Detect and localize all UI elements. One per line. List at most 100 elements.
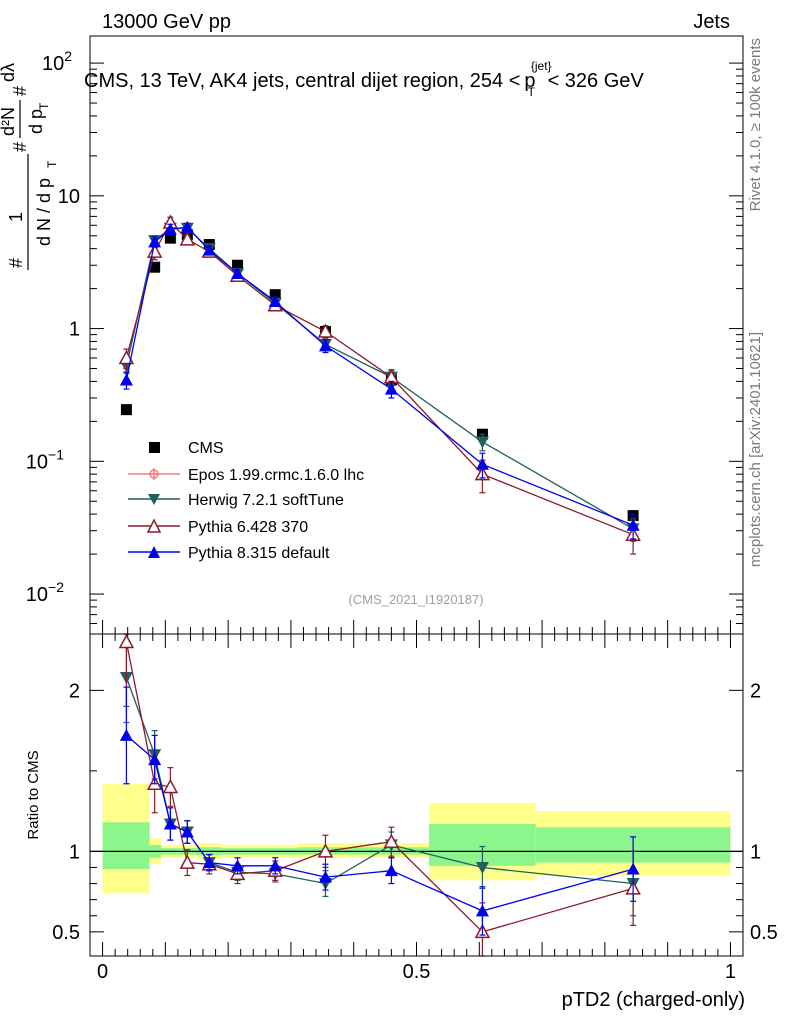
x-tick-label: 0.5	[403, 961, 431, 983]
ratio-frame	[89, 633, 744, 957]
ratio-point-pythia-6-428-370	[179, 854, 196, 869]
legend-marker-pythia8	[148, 546, 160, 558]
ratio-panel: 0.5 0.5 1 1 2 2 0 0.5 1 Ratio to CMS pTD2 (charg…	[25, 633, 778, 1011]
ratio-y-tick-label-right: 0.5	[750, 922, 778, 944]
data-point-pythia-8-315-default	[148, 235, 162, 248]
y-tick-exponent: 2	[64, 48, 72, 64]
ratio-point-pythia-8-315-default	[318, 870, 332, 883]
y-tick-base: 10	[26, 451, 48, 473]
data-point-pythia-8-315-default	[475, 457, 489, 470]
y-tick-label: 1	[69, 319, 80, 341]
header-right: Jets	[693, 11, 730, 33]
title-p: p	[524, 70, 535, 92]
title-sub: T	[528, 85, 536, 99]
ratio-line-pythia-6-428-370	[125, 641, 634, 933]
data-point-pythia-8-315-default	[318, 339, 332, 352]
ylabel-T2: T	[37, 102, 51, 110]
y-tick-base: 1	[69, 319, 80, 341]
ratio-point-pythia-8-315-default	[202, 856, 216, 869]
ratio-point-pythia-8-315-default	[180, 825, 194, 838]
ratio-point-pythia-8-315-default	[626, 862, 640, 875]
ratio-y-tick-label: 2	[69, 680, 80, 702]
data-point-pythia-8-315-default	[202, 243, 216, 256]
ratio-point-pythia-8-315-default	[384, 864, 398, 877]
x-tick-label: 1	[725, 961, 736, 983]
ratio-y-tick-label-right: 1	[750, 841, 761, 863]
data-point-pythia-8-315-default	[119, 373, 133, 386]
y-tick-label: 10−2	[26, 579, 64, 606]
legend: CMS Epos 1.99.crmc.1.6.0 lhc Herwig 7.2.…	[128, 440, 364, 562]
ratio-ylabel: Ratio to CMS	[25, 750, 42, 839]
ylabel-d2N: d²N	[0, 107, 18, 136]
data-point-cms	[120, 404, 132, 416]
y-tick-base: 10	[42, 53, 64, 75]
uncertainty-band-inner	[102, 822, 150, 870]
watermark: (CMS_2021_I1920187)	[348, 592, 483, 607]
y-tick-base: 10	[26, 584, 48, 606]
title-suffix: < 326 GeV	[548, 70, 645, 92]
ratio-point-pythia-6-428-370	[383, 833, 400, 848]
title-prefix: CMS, 13 TeV, AK4 jets, central dijet reg…	[84, 70, 520, 92]
ratio-point-pythia-8-315-default	[231, 859, 245, 872]
y-tick-label: 10−1	[26, 446, 64, 473]
data-point-cms	[269, 289, 281, 301]
main-ylabel: # 1 d N / d p T # d²N d p T # dλ	[0, 63, 59, 270]
data-point-cms	[149, 261, 161, 273]
ratio-point-pythia-6-428-370	[162, 778, 179, 794]
legend-label-epos: Epos 1.99.crmc.1.6.0 lhc	[188, 467, 364, 484]
x-tick-label: 0	[97, 961, 108, 983]
title-sup: {jet}	[531, 59, 552, 73]
ratio-point-pythia-8-315-default	[119, 728, 133, 741]
ratio-y-tick-label: 1	[69, 841, 80, 863]
data-point-pythia-8-315-default	[163, 222, 177, 235]
ratio-y-tick-label-right: 2	[750, 680, 761, 702]
data-point-cms	[232, 259, 244, 271]
data-point-pythia-6-428-370	[179, 231, 196, 246]
legend-marker-cms	[149, 442, 160, 453]
mcplots-label: mcplots.cern.ch [arXiv:2401.10621]	[747, 332, 764, 567]
y-tick-base: 10	[58, 186, 80, 208]
ylabel-dlam: dλ	[0, 63, 18, 82]
ratio-point-pythia-8-315-default	[163, 817, 177, 830]
data-point-pythia-8-315-default	[268, 294, 282, 307]
ratio-point-pythia-6-428-370	[317, 843, 334, 858]
ylabel-dp: d p	[26, 109, 46, 134]
ylabel-hash2: #	[10, 142, 30, 152]
legend-marker-herwig	[148, 494, 160, 505]
data-point-pythia-6-428-370	[146, 243, 163, 258]
legend-label-cms: CMS	[188, 440, 224, 457]
legend-label-pythia6: Pythia 6.428 370	[188, 519, 308, 536]
xlabel: pTD2 (charged-only)	[562, 989, 745, 1011]
legend-label-pythia8: Pythia 8.315 default	[188, 545, 330, 562]
data-point-cms	[164, 232, 176, 244]
y-tick-exponent: −2	[48, 579, 64, 595]
ratio-y-tick-label: 0.5	[52, 922, 80, 944]
legend-label-herwig: Herwig 7.2.1 softTune	[188, 492, 344, 509]
series-line-pythia-6-428-370	[125, 221, 634, 536]
data-point-pythia-8-315-default	[180, 220, 194, 233]
y-tick-exponent: −1	[48, 446, 64, 462]
data-point-herwig-7-2-1-softtune	[475, 436, 489, 449]
data-point-pythia-6-428-370	[118, 349, 135, 365]
y-tick-label: 10	[58, 186, 80, 208]
data-point-pythia-6-428-370	[317, 323, 334, 338]
ylabel-hash3: #	[10, 86, 30, 96]
ylabel-one: 1	[6, 212, 26, 222]
y-tick-label: 102	[42, 48, 72, 75]
data-point-pythia-8-315-default	[384, 382, 398, 395]
data-point-pythia-8-315-default	[626, 518, 640, 531]
ratio-point-pythia-6-428-370	[118, 633, 135, 649]
ratio-point-pythia-8-315-default	[475, 904, 489, 917]
ratio-point-pythia-8-315-default	[268, 859, 282, 872]
ratio-point-pythia-8-315-default	[148, 753, 162, 766]
rivet-label: Rivet 4.1.0, ≥ 100k events	[747, 38, 764, 211]
legend-marker-pythia6	[146, 518, 162, 533]
ylabel-dN: d N / d p	[34, 178, 54, 246]
ylabel-hash1: #	[6, 258, 26, 268]
ylabel-T1: T	[45, 160, 59, 168]
header-left: 13000 GeV pp	[102, 11, 231, 33]
plot-title: CMS, 13 TeV, AK4 jets, central dijet reg…	[84, 59, 644, 99]
ratio-point-herwig-7-2-1-softtune	[475, 861, 489, 874]
